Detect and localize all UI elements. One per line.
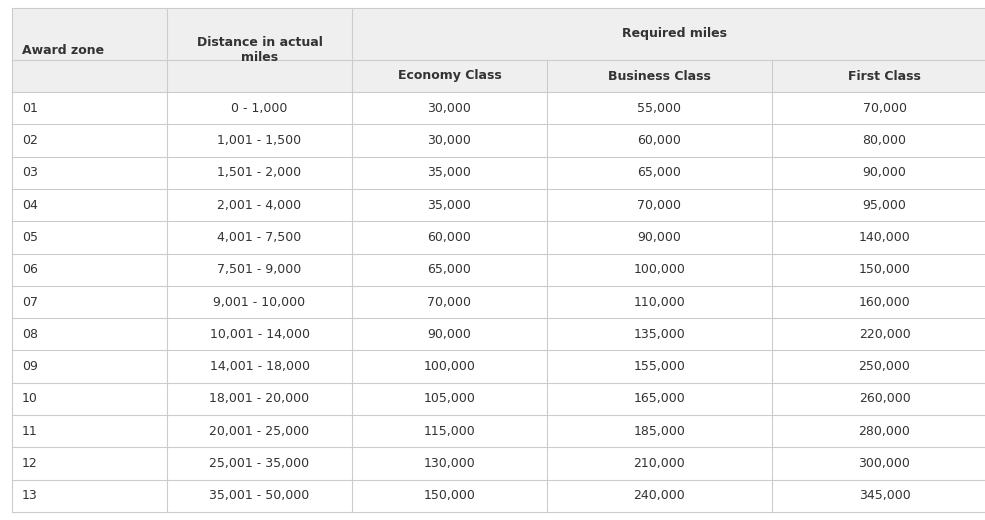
Text: 12: 12 — [22, 457, 37, 470]
Text: 100,000: 100,000 — [633, 263, 686, 276]
Text: 100,000: 100,000 — [424, 360, 476, 373]
Text: 115,000: 115,000 — [424, 425, 476, 438]
Text: 60,000: 60,000 — [427, 231, 472, 244]
Text: 35,000: 35,000 — [427, 166, 472, 179]
Text: 185,000: 185,000 — [633, 425, 686, 438]
Text: 70,000: 70,000 — [863, 101, 906, 114]
Text: 13: 13 — [22, 489, 37, 502]
Text: 04: 04 — [22, 199, 37, 212]
Text: 155,000: 155,000 — [633, 360, 686, 373]
Text: 20,001 - 25,000: 20,001 - 25,000 — [210, 425, 309, 438]
Text: 14,001 - 18,000: 14,001 - 18,000 — [210, 360, 309, 373]
Bar — [12, 221, 985, 254]
Text: First Class: First Class — [848, 70, 921, 83]
Text: 11: 11 — [22, 425, 37, 438]
Text: 280,000: 280,000 — [859, 425, 910, 438]
Text: 30,000: 30,000 — [427, 101, 472, 114]
Text: 70,000: 70,000 — [427, 295, 472, 308]
Text: 35,000: 35,000 — [427, 199, 472, 212]
Bar — [12, 157, 985, 189]
Text: 06: 06 — [22, 263, 37, 276]
Text: 7,501 - 9,000: 7,501 - 9,000 — [218, 263, 301, 276]
Text: 135,000: 135,000 — [633, 328, 686, 341]
Text: 10: 10 — [22, 393, 37, 406]
Text: Distance in actual
miles: Distance in actual miles — [197, 36, 322, 64]
Text: 1,001 - 1,500: 1,001 - 1,500 — [218, 134, 301, 147]
Text: 4,001 - 7,500: 4,001 - 7,500 — [218, 231, 301, 244]
Text: 165,000: 165,000 — [633, 393, 686, 406]
Text: 03: 03 — [22, 166, 37, 179]
Bar — [12, 447, 985, 479]
Text: 105,000: 105,000 — [424, 393, 476, 406]
Text: 95,000: 95,000 — [863, 199, 906, 212]
Text: 80,000: 80,000 — [863, 134, 906, 147]
Text: Economy Class: Economy Class — [398, 70, 501, 83]
Text: 60,000: 60,000 — [637, 134, 682, 147]
Text: 0 - 1,000: 0 - 1,000 — [231, 101, 288, 114]
Text: 05: 05 — [22, 231, 38, 244]
Text: Required miles: Required miles — [622, 28, 727, 41]
Text: 30,000: 30,000 — [427, 134, 472, 147]
Bar — [12, 383, 985, 415]
Text: 55,000: 55,000 — [637, 101, 682, 114]
Text: 110,000: 110,000 — [633, 295, 686, 308]
Bar — [12, 8, 985, 60]
Bar — [12, 254, 985, 286]
Text: 90,000: 90,000 — [863, 166, 906, 179]
Text: 90,000: 90,000 — [637, 231, 682, 244]
Bar — [12, 92, 985, 124]
Bar — [12, 60, 985, 92]
Bar — [12, 189, 985, 221]
Text: 2,001 - 4,000: 2,001 - 4,000 — [218, 199, 301, 212]
Bar — [12, 479, 985, 512]
Text: 08: 08 — [22, 328, 38, 341]
Text: 130,000: 130,000 — [424, 457, 476, 470]
Text: 09: 09 — [22, 360, 37, 373]
Bar — [12, 415, 985, 447]
Text: 07: 07 — [22, 295, 38, 308]
Text: Award zone: Award zone — [22, 44, 104, 57]
Text: 210,000: 210,000 — [633, 457, 686, 470]
Text: 240,000: 240,000 — [633, 489, 686, 502]
Bar — [12, 318, 985, 350]
Text: 150,000: 150,000 — [859, 263, 910, 276]
Text: 9,001 - 10,000: 9,001 - 10,000 — [214, 295, 305, 308]
Text: 65,000: 65,000 — [427, 263, 472, 276]
Text: 90,000: 90,000 — [427, 328, 472, 341]
Text: 160,000: 160,000 — [859, 295, 910, 308]
Bar — [12, 124, 985, 157]
Text: 250,000: 250,000 — [859, 360, 910, 373]
Text: 10,001 - 14,000: 10,001 - 14,000 — [210, 328, 309, 341]
Text: 18,001 - 20,000: 18,001 - 20,000 — [210, 393, 309, 406]
Text: 345,000: 345,000 — [859, 489, 910, 502]
Text: 65,000: 65,000 — [637, 166, 682, 179]
Text: 220,000: 220,000 — [859, 328, 910, 341]
Text: Business Class: Business Class — [608, 70, 711, 83]
Text: 150,000: 150,000 — [424, 489, 476, 502]
Text: 260,000: 260,000 — [859, 393, 910, 406]
Text: 70,000: 70,000 — [637, 199, 682, 212]
Text: 140,000: 140,000 — [859, 231, 910, 244]
Text: 35,001 - 50,000: 35,001 - 50,000 — [210, 489, 309, 502]
Bar — [12, 286, 985, 318]
Text: 300,000: 300,000 — [859, 457, 910, 470]
Bar — [12, 350, 985, 383]
Text: 25,001 - 35,000: 25,001 - 35,000 — [210, 457, 309, 470]
Text: 02: 02 — [22, 134, 37, 147]
Text: 1,501 - 2,000: 1,501 - 2,000 — [218, 166, 301, 179]
Text: 01: 01 — [22, 101, 37, 114]
